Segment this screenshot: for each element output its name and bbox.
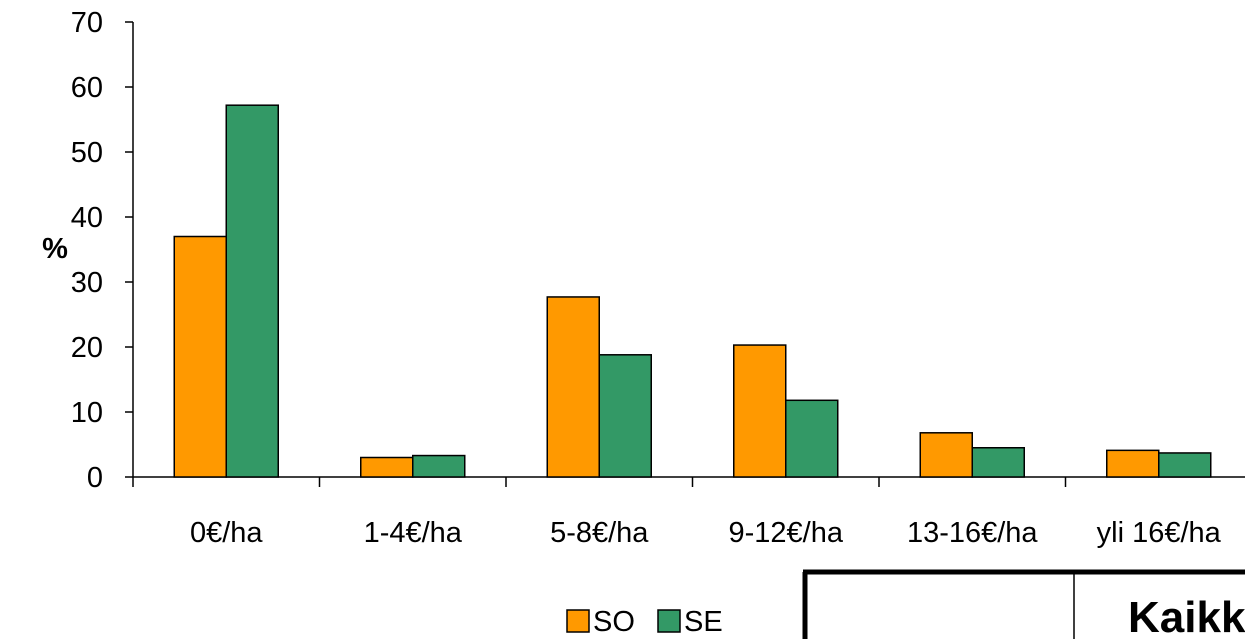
bar-so-2 [546, 296, 600, 478]
table-header-text: Kaikk [1128, 593, 1245, 639]
legend-swatch-so [566, 609, 590, 633]
y-tick-label: 60 [71, 72, 103, 104]
x-tick-label: 5-8€/ha [550, 517, 649, 549]
x-tick-label: 0€/ha [190, 517, 263, 549]
x-tick-label: yli 16€/ha [1097, 517, 1222, 549]
bar-so-1 [360, 456, 414, 478]
legend-label-se: SE [684, 606, 723, 638]
y-tick-label: 30 [71, 267, 103, 299]
y-axis-label: % [42, 233, 68, 265]
y-tick-label: 50 [71, 137, 103, 169]
bar-se-0 [225, 104, 279, 478]
bar-se-1 [412, 454, 466, 478]
x-tick-label: 13-16€/ha [907, 517, 1038, 549]
y-tick-label: 70 [71, 7, 103, 39]
bar-se-2 [598, 354, 652, 478]
bar-so-0 [173, 235, 227, 478]
bar-so-4 [919, 432, 973, 478]
legend-swatch-se [657, 609, 681, 633]
y-tick-label: 20 [71, 332, 103, 364]
legend: SO SE [566, 606, 723, 638]
bar-se-3 [785, 399, 839, 478]
bar-se-4 [971, 447, 1025, 478]
y-tick-label: 40 [71, 202, 103, 234]
x-tick-label: 1-4€/ha [364, 517, 463, 549]
table-fragment: Kaikk [802, 569, 1245, 639]
x-axis: 0€/ha 1-4€/ha 5-8€/ha 9-12€/ha 13-16€/ha yli … [132, 476, 1245, 549]
y-tick-label: 10 [71, 397, 103, 429]
bar-so-5 [1106, 449, 1160, 478]
y-tick-label: 0 [87, 462, 103, 494]
bar-se-5 [1158, 452, 1212, 478]
bars [173, 104, 1212, 478]
y-axis: 0 10 20 30 40 50 60 70 [71, 7, 134, 494]
x-tick-label: 9-12€/ha [729, 517, 844, 549]
legend-label-so: SO [593, 606, 635, 638]
bar-so-3 [733, 344, 787, 478]
